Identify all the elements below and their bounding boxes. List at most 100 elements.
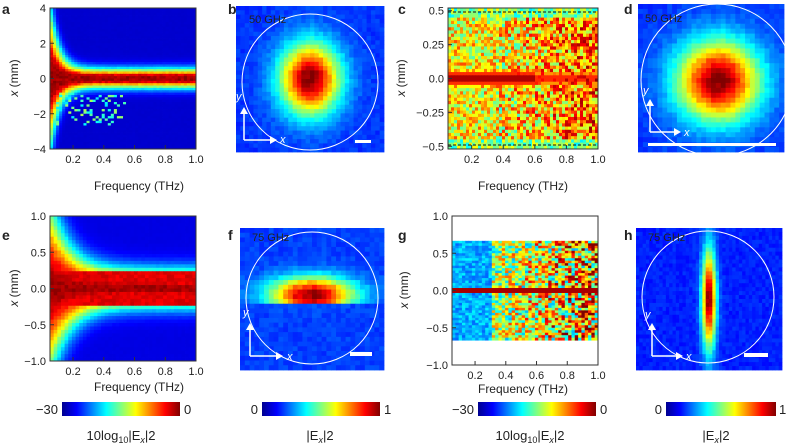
heatmap-cell (95, 69, 100, 72)
heatmap-cell (50, 97, 54, 101)
heatmap-cell (144, 64, 148, 68)
heatmap-cell (484, 110, 488, 115)
heatmap-cell (532, 94, 536, 99)
heatmap-cell (92, 85, 97, 89)
heatmap-cell (68, 10, 72, 14)
heatmap-cell (98, 50, 103, 54)
heatmap-cell (496, 132, 500, 137)
heatmap-cell (153, 146, 157, 150)
heatmap-cell (523, 65, 527, 70)
heatmap-cell (547, 97, 551, 102)
heatmap-cell (183, 26, 188, 30)
heatmap-cell (541, 88, 545, 92)
heatmap-cell (77, 134, 81, 138)
heatmap-cell (59, 125, 63, 129)
heatmap-cell (466, 11, 470, 15)
heatmap-cell (86, 85, 90, 89)
heatmap-cell (553, 36, 557, 41)
heatmap-cell (550, 65, 554, 70)
heatmap-cell (538, 94, 542, 99)
heatmap-cell (53, 113, 57, 117)
heatmap-cell (550, 8, 554, 12)
heatmap-cell (454, 91, 458, 95)
heatmap-cell (460, 84, 464, 89)
heatmap-cell (95, 80, 100, 84)
heatmap-cell (565, 56, 569, 60)
heatmap-cell (562, 40, 566, 44)
heatmap-cell (460, 75, 464, 79)
heatmap-cell (141, 139, 145, 143)
heatmap-cell (135, 24, 139, 28)
heatmap-cell (481, 65, 485, 70)
heatmap-cell (478, 100, 482, 105)
heatmap-cell (538, 91, 542, 95)
heatmap-cell (65, 130, 69, 133)
heatmap-cell (165, 134, 170, 138)
heatmap-cell (89, 97, 93, 101)
heatmap-cell (80, 43, 84, 46)
heatmap-cell (138, 31, 142, 35)
heatmap-cell (180, 144, 185, 148)
heatmap-cell (454, 78, 458, 83)
heatmap-cell (484, 20, 488, 25)
heatmap-cell (556, 40, 560, 44)
heatmap-cell (457, 36, 461, 41)
heatmap-cell (56, 83, 60, 86)
heatmap-cell (177, 104, 182, 108)
heatmap-cell (499, 24, 503, 28)
heatmap-cell (62, 120, 66, 124)
heatmap-cell (77, 73, 81, 77)
heatmap-cell (171, 134, 176, 138)
heatmap-cell (472, 110, 476, 115)
heatmap-cell (535, 72, 539, 76)
heatmap-cell (183, 90, 188, 93)
heatmap-cell (177, 57, 182, 61)
heatmap-cell (77, 19, 81, 23)
heatmap-cell (110, 113, 115, 117)
heatmap-cell (168, 55, 173, 58)
heatmap-cell (487, 91, 491, 95)
heatmap-cell (502, 72, 506, 76)
heatmap-cell (186, 19, 191, 23)
heatmap-cell (448, 113, 452, 118)
heatmap-cell (544, 120, 548, 124)
heatmap-cell (487, 11, 491, 15)
heatmap-cell (50, 40, 54, 44)
heatmap-cell (129, 36, 133, 39)
heatmap-cell (180, 24, 185, 28)
heatmap-cell (460, 11, 464, 15)
heatmap-cell (107, 66, 112, 70)
heatmap-cell (463, 136, 467, 140)
heatmap-cell (92, 22, 97, 25)
heatmap-cell (80, 87, 84, 91)
heatmap-cell (574, 116, 578, 121)
heatmap-cell (565, 100, 569, 105)
heatmap-cell (574, 84, 578, 89)
heatmap-cell (484, 132, 488, 137)
heatmap-cell (580, 56, 584, 60)
heatmap-cell (478, 14, 482, 19)
heatmap-cell (541, 107, 545, 111)
heatmap-cell (95, 123, 100, 126)
heatmap-cell (168, 87, 173, 91)
heatmap-cell (529, 72, 533, 76)
heatmap-cell (68, 38, 72, 42)
heatmap-cell (77, 55, 81, 58)
heatmap-cell (529, 68, 533, 73)
heatmap-cell (101, 26, 106, 30)
heatmap-cell (535, 139, 539, 143)
heatmap-cell (568, 27, 572, 31)
heatmap-cell (101, 106, 106, 110)
heatmap-cell (74, 40, 78, 44)
heatmap-cell (83, 120, 87, 124)
heatmap-cell (472, 72, 476, 76)
heatmap-cell (577, 62, 581, 67)
heatmap-cell (110, 83, 115, 86)
heatmap-cell (65, 78, 69, 82)
heatmap-cell (56, 123, 60, 126)
heatmap-cell (586, 24, 590, 28)
heatmap-cell (165, 123, 170, 126)
heatmap-cell (132, 92, 136, 96)
heatmap-cell (89, 24, 93, 28)
heatmap-cell (162, 146, 166, 150)
